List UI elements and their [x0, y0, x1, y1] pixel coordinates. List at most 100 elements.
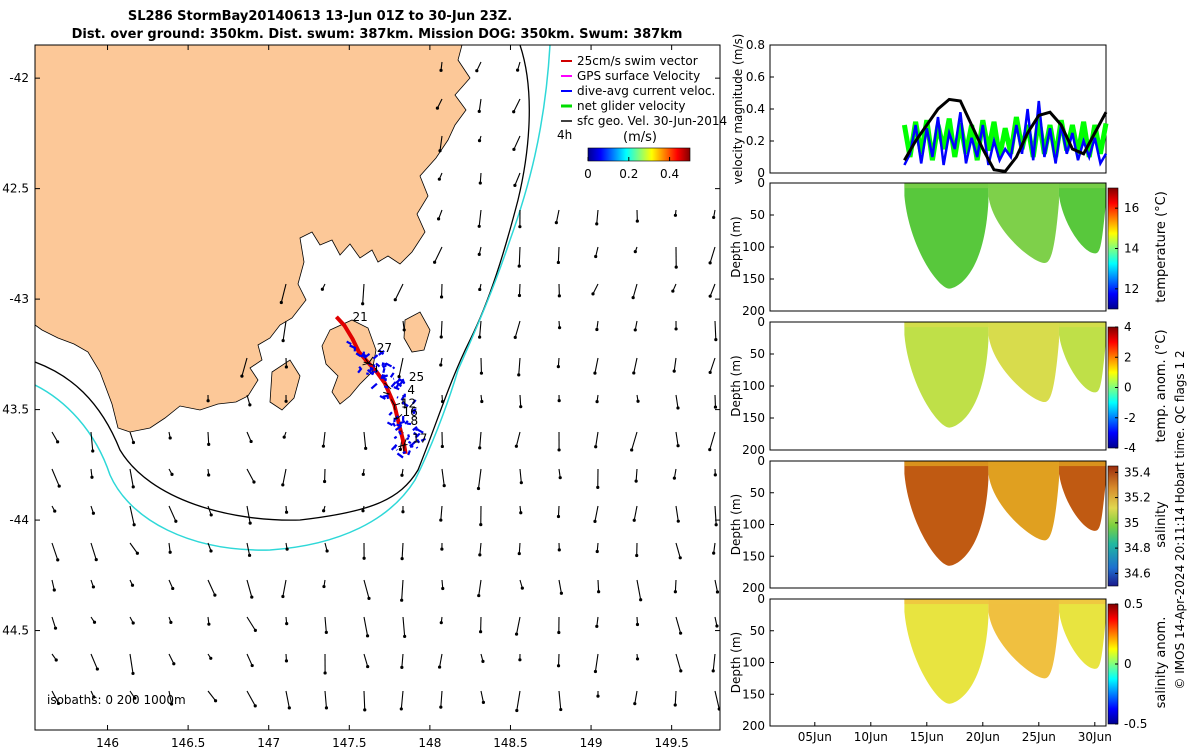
temperature-section: 0 50 100 150 200 Depth (m) 12 14 16 temperature (…	[729, 176, 1169, 318]
depth-tick-label: 150	[742, 411, 765, 425]
velocity-series-line	[903, 100, 1108, 167]
depth-tick-label: 0	[757, 176, 765, 190]
depth-ylabel: Depth (m)	[729, 355, 743, 416]
day-label: 27	[377, 341, 392, 355]
map-legend: 25cm/s swim vector GPS surface Velocity …	[557, 54, 727, 181]
colorbar-tick-label: 0	[1124, 381, 1132, 395]
colorbar-tick-label: 35.4	[1124, 465, 1151, 479]
date-tick-label: 30Jun	[1078, 730, 1112, 744]
legend-note: 4h	[557, 128, 572, 142]
colorbar-unit: (m/s)	[623, 130, 657, 145]
velocity-y-ticks: 0 0.2 0.4 0.6 0.8	[746, 38, 774, 180]
speed-colorbar	[587, 147, 691, 162]
map-y-ticks: -42 42.5 -43 43.5 -44 44.5	[2, 71, 720, 638]
velocity-series-line	[903, 97, 1108, 174]
day-label: 12	[401, 396, 416, 410]
map-x-tick-label: 147.5	[332, 736, 366, 750]
colorbar-label: salinity	[1154, 501, 1169, 548]
colorbar-tick-label: 12	[1124, 282, 1139, 296]
legend-net-glider: net glider velocity	[577, 99, 685, 113]
colorbar-tick-label: 0.5	[1124, 597, 1143, 611]
depth-tick-label: 150	[742, 687, 765, 701]
map-y-tick-label: 44.5	[2, 624, 29, 638]
legend-sfc-geo: sfc geo. Vel. 30-Jun-2014	[577, 114, 727, 128]
velocity-y-tick-label: 0.4	[746, 102, 765, 116]
depth-tick-label: 200	[742, 443, 765, 457]
isobaths-label: isobaths: 0 200 1000m	[47, 693, 186, 707]
map-y-tick-label: 42.5	[2, 182, 29, 196]
velocity-ylabel: velocity magnitude (m/s)	[731, 34, 745, 185]
depth-tick-label: 50	[750, 208, 765, 222]
day-label: 16	[402, 405, 417, 419]
depth-tick-label: 200	[742, 304, 765, 318]
tasman-peninsula	[321, 319, 377, 405]
map-y-tick-label: -43	[9, 292, 29, 306]
section-colorbar	[1107, 465, 1119, 587]
date-tick-label: 25Jun	[1022, 730, 1056, 744]
depth-tick-label: 150	[742, 549, 765, 563]
speed-colorbar-tick-label: 0	[584, 167, 592, 181]
map-y-tick-label: -44	[9, 513, 29, 527]
date-tick-label: 10Jun	[854, 730, 888, 744]
colorbar-tick-label: 4	[1124, 320, 1132, 334]
temperature-anomaly-section: 0 50 100 150 200 Depth (m) -4 -2 0 2 4 temp. anom. …	[729, 315, 1169, 457]
title-line-2: Dist. over ground: 350km. Dist. swum: 38…	[72, 27, 683, 42]
map-y-tick-label: 43.5	[2, 403, 29, 417]
depth-tick-label: 100	[742, 656, 765, 670]
surface-current-vectors	[51, 61, 720, 713]
maria-island	[403, 311, 431, 353]
day-label: 21	[353, 310, 368, 324]
colorbar-tick-label: 2	[1124, 350, 1132, 364]
map-x-tick-label: 149.5	[654, 736, 688, 750]
day-label: 17	[412, 432, 427, 446]
date-tick-label: 20Jun	[966, 730, 1000, 744]
colorbar-label: temp. anom. (°C)	[1154, 329, 1169, 442]
salinity-anomaly-section: 0 50 100 150 200 Depth (m) -0.5 0 0.5 salinity an…	[729, 592, 1169, 744]
legend-gps-velocity: GPS surface Velocity	[577, 69, 700, 83]
depth-ylabel: Depth (m)	[729, 494, 743, 555]
depth-tick-label: 0	[757, 315, 765, 329]
depth-tick-label: 100	[742, 240, 765, 254]
map-x-tick-label: 148	[418, 736, 441, 750]
depth-tick-label: 0	[757, 454, 765, 468]
day-label: 8	[411, 414, 419, 428]
depth-ylabel: Depth (m)	[729, 632, 743, 693]
map-x-tick-label: 146	[96, 736, 119, 750]
colorbar-tick-label: 35	[1124, 516, 1139, 530]
velocity-y-tick-label: 0	[757, 166, 765, 180]
date-tick-label: 15Jun	[910, 730, 944, 744]
speed-colorbar-ticks: 0 0.2 0.4	[584, 157, 679, 181]
isobath-1000m	[35, 45, 551, 551]
colorbar-tick-label: 35.2	[1124, 491, 1151, 505]
map-x-tick-label: 147	[257, 736, 280, 750]
depth-tick-label: 200	[742, 581, 765, 595]
colorbar-tick-label: 34.8	[1124, 541, 1151, 555]
velocity-y-tick-label: 0.8	[746, 38, 765, 52]
depth-tick-label: 50	[750, 347, 765, 361]
colorbar-tick-label: -2	[1124, 411, 1136, 425]
depth-tick-label: 150	[742, 272, 765, 286]
dive-avg-current-cluster	[346, 340, 426, 459]
map-x-tick-label: 148.5	[493, 736, 527, 750]
depth-tick-label: 200	[742, 719, 765, 733]
velocity-y-tick-label: 0.6	[746, 70, 765, 84]
bruny-island	[269, 359, 301, 411]
depth-tick-label: 50	[750, 624, 765, 638]
depth-tick-label: 100	[742, 379, 765, 393]
imos-credit: © IMOS 14-Apr-2024 20:11:14 Hobart time.…	[1173, 350, 1187, 689]
depth-tick-label: 50	[750, 486, 765, 500]
colorbar-label: salinity anom.	[1154, 617, 1169, 709]
colorbar-tick-label: -0.5	[1124, 717, 1147, 731]
date-tick-label: 05Jun	[798, 730, 832, 744]
salinity-section: 0 50 100 150 200 Depth (m) 34.6 34.8 35 35.2 35.4 s…	[729, 454, 1169, 595]
map-x-ticks: 146 146.5 147 147.5 148 148.5 149 149.5	[96, 45, 689, 750]
velocity-series	[901, 97, 1109, 174]
tasmania-land	[35, 45, 471, 433]
depth-tick-label: 100	[742, 518, 765, 532]
velocity-panel: 0 0.2 0.4 0.6 0.8 velocity magnitude (m/s)	[731, 34, 1109, 185]
map-x-tick-label: 149	[580, 736, 603, 750]
